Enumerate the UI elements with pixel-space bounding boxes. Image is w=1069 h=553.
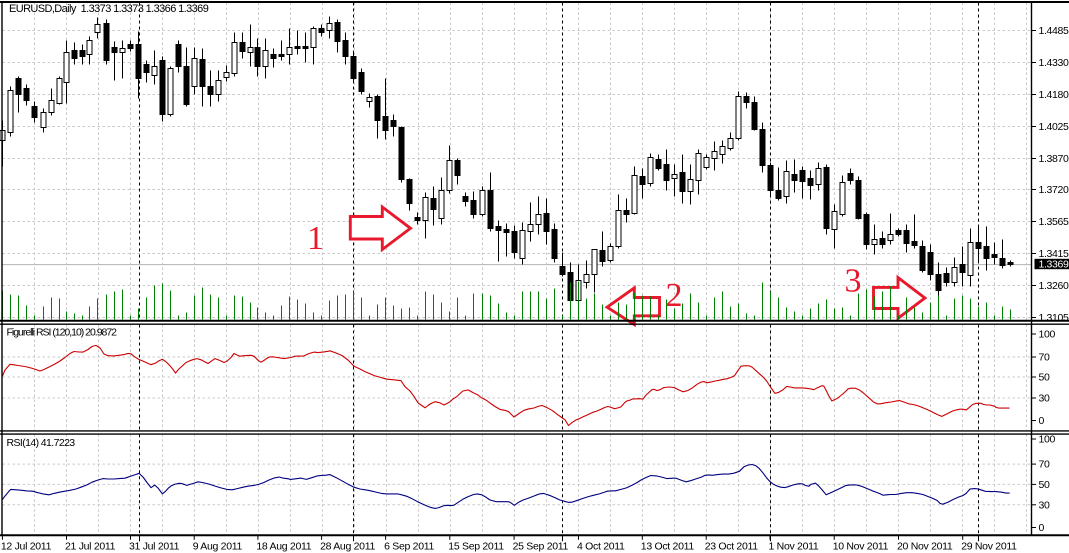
svg-text:18 Aug 2011: 18 Aug 2011 [256, 541, 311, 553]
svg-text:30: 30 [1039, 499, 1050, 511]
svg-text:15 Sep 2011: 15 Sep 2011 [448, 541, 504, 553]
svg-text:1.3720: 1.3720 [1039, 184, 1069, 196]
svg-text:100: 100 [1039, 434, 1056, 446]
svg-text:6 Sep 2011: 6 Sep 2011 [384, 541, 434, 553]
svg-text:RSI(14) 41.7223: RSI(14) 41.7223 [7, 437, 76, 449]
svg-text:13 Oct 2011: 13 Oct 2011 [641, 541, 695, 553]
svg-text:1.3105: 1.3105 [1039, 312, 1069, 324]
svg-text:0: 0 [1039, 415, 1045, 427]
svg-text:10 Nov 2011: 10 Nov 2011 [833, 541, 889, 553]
svg-text:30: 30 [1039, 393, 1050, 405]
svg-text:1.4485: 1.4485 [1039, 25, 1069, 37]
svg-text:25 Sep 2011: 25 Sep 2011 [513, 541, 569, 553]
svg-text:EURUSD,Daily 1.3373 1.3373 1.: EURUSD,Daily 1.3373 1.3373 1.3366 1.3369 [9, 3, 209, 15]
svg-text:70: 70 [1039, 459, 1050, 471]
svg-text:1.4330: 1.4330 [1039, 57, 1069, 69]
svg-text:1.3415: 1.3415 [1039, 248, 1069, 260]
svg-text:1.4180: 1.4180 [1039, 89, 1069, 101]
svg-text:23 Oct 2011: 23 Oct 2011 [705, 541, 759, 553]
svg-text:29 Nov 2011: 29 Nov 2011 [961, 541, 1017, 553]
svg-text:1.3565: 1.3565 [1039, 216, 1069, 228]
svg-text:4 Oct 2011: 4 Oct 2011 [577, 541, 625, 553]
svg-text:1.3870: 1.3870 [1039, 153, 1069, 165]
svg-text:70: 70 [1039, 352, 1050, 364]
svg-text:Figurelli RSI (120,10) 20.9872: Figurelli RSI (120,10) 20.9872 [7, 327, 118, 339]
svg-text:28 Aug 2011: 28 Aug 2011 [320, 541, 375, 553]
svg-text:9 Aug 2011: 9 Aug 2011 [193, 541, 243, 553]
svg-text:100: 100 [1039, 329, 1056, 341]
svg-text:21 Jul 2011: 21 Jul 2011 [65, 541, 116, 553]
svg-text:1.3369: 1.3369 [1039, 258, 1069, 270]
svg-text:1.3260: 1.3260 [1039, 280, 1069, 292]
svg-text:12 Jul 2011: 12 Jul 2011 [1, 541, 52, 553]
svg-text:50: 50 [1039, 479, 1050, 491]
svg-text:1.4025: 1.4025 [1039, 121, 1069, 133]
svg-text:1: 1 [307, 220, 324, 257]
svg-text:0: 0 [1039, 522, 1045, 534]
svg-text:31 Jul 2011: 31 Jul 2011 [129, 541, 180, 553]
svg-text:1 Nov 2011: 1 Nov 2011 [769, 541, 819, 553]
svg-text:3: 3 [845, 263, 862, 300]
svg-text:50: 50 [1039, 372, 1050, 384]
svg-text:20 Nov 2011: 20 Nov 2011 [897, 541, 953, 553]
svg-text:2: 2 [666, 277, 683, 314]
